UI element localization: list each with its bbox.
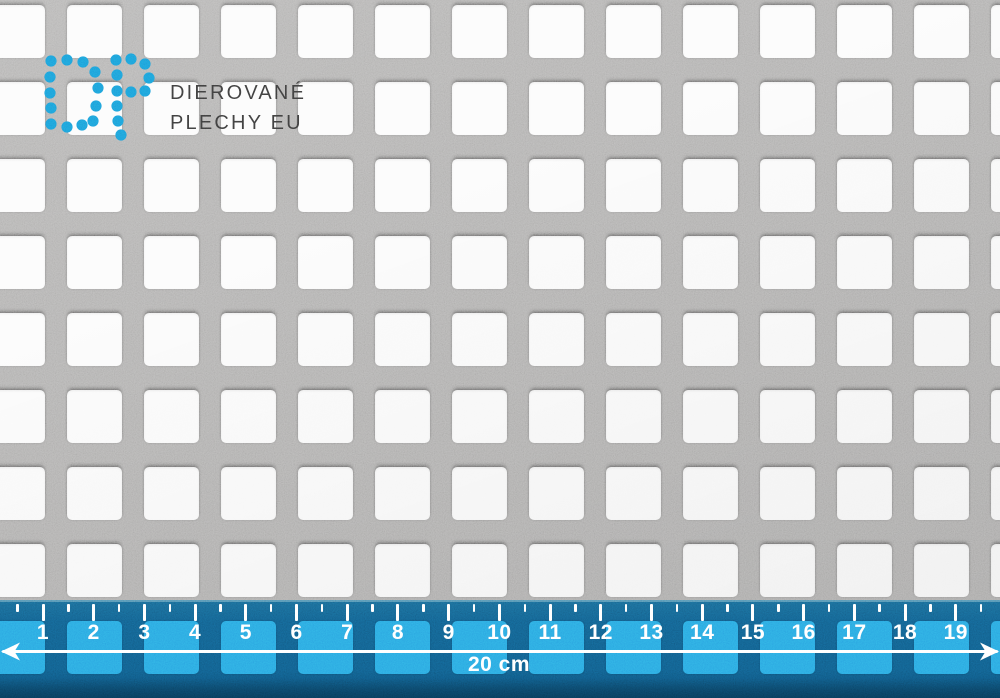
brand-wordmark: DIEROVANÉ PLECHY EU xyxy=(170,78,306,138)
logo-dot xyxy=(45,118,57,130)
logo-dot xyxy=(76,119,88,131)
logo-dot xyxy=(87,115,99,127)
logo-dot xyxy=(92,82,104,94)
logo-dot xyxy=(89,66,101,78)
logo-dot xyxy=(110,54,122,66)
logo-dot xyxy=(111,100,123,112)
logo-dot xyxy=(111,69,123,81)
brand-line-1: DIEROVANÉ xyxy=(170,82,307,104)
logo-dot xyxy=(44,71,56,83)
logo-dot xyxy=(61,121,73,133)
logo-dot xyxy=(77,56,89,68)
logo-dot xyxy=(143,72,155,84)
logo-dot xyxy=(44,87,56,99)
logo-dot xyxy=(115,129,127,141)
logo-dot xyxy=(90,100,102,112)
brand-line-2: PLECHY EU xyxy=(170,112,303,134)
logo-dot xyxy=(139,85,151,97)
logo-dot xyxy=(125,86,137,98)
logo-dot xyxy=(61,54,73,66)
logo-dot xyxy=(112,115,124,127)
logo-dot xyxy=(139,58,151,70)
logo-dot xyxy=(111,85,123,97)
logo-dot xyxy=(125,53,137,65)
logo-dot xyxy=(45,55,57,67)
logo-dot xyxy=(45,102,57,114)
